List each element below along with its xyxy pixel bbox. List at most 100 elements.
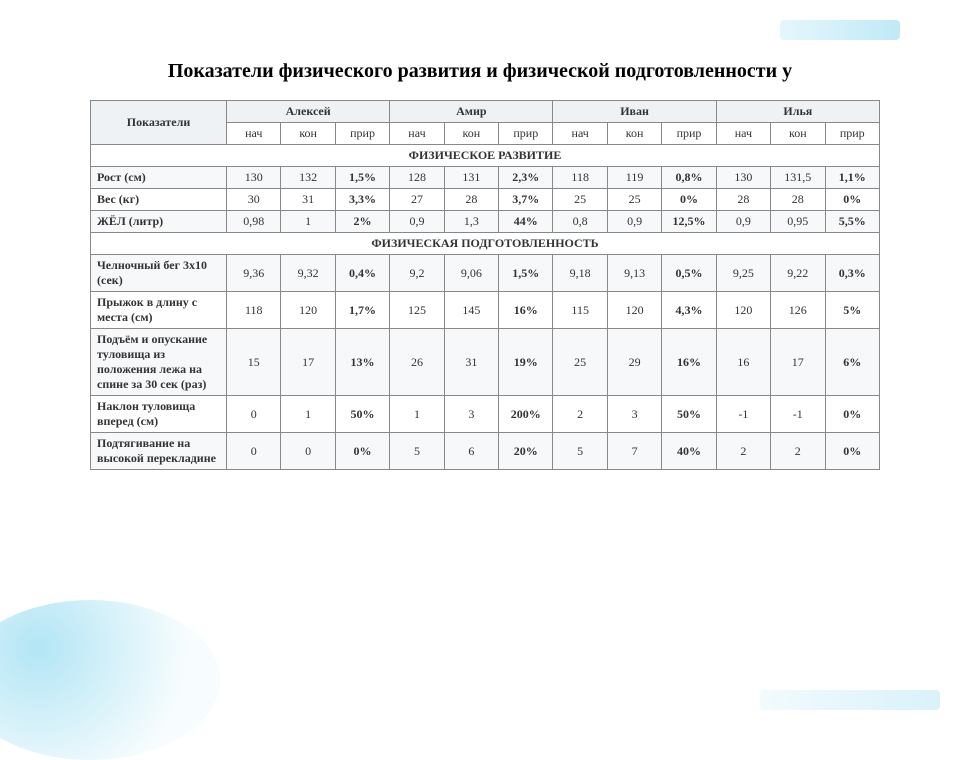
cell: 9,22	[771, 255, 825, 292]
section-header: ФИЗИЧЕСКОЕ РАЗВИТИЕ	[91, 145, 880, 167]
cell: 130	[716, 167, 770, 189]
cell: 120	[607, 292, 661, 329]
cell: 145	[444, 292, 498, 329]
cell: 13%	[335, 329, 389, 396]
col-sub: прир	[335, 123, 389, 145]
decor-top-right	[780, 20, 900, 40]
cell: 1	[281, 396, 335, 433]
cell: -1	[771, 396, 825, 433]
cell: 0,98	[227, 211, 281, 233]
cell: 50%	[662, 396, 716, 433]
cell: 6	[444, 433, 498, 470]
cell: 5,5%	[825, 211, 880, 233]
cell: 28	[771, 189, 825, 211]
cell: 0,8%	[662, 167, 716, 189]
col-student-0: Алексей	[227, 101, 390, 123]
cell: 4,3%	[662, 292, 716, 329]
cell: 1,5%	[335, 167, 389, 189]
cell: 25	[553, 189, 607, 211]
cell: 2	[716, 433, 770, 470]
cell: 5	[390, 433, 444, 470]
cell: 12,5%	[662, 211, 716, 233]
cell: 28	[716, 189, 770, 211]
cell: 0%	[335, 433, 389, 470]
cell: 0,9	[716, 211, 770, 233]
section-header: ФИЗИЧЕСКАЯ ПОДГОТОВЛЕННОСТЬ	[91, 233, 880, 255]
cell: 20%	[499, 433, 553, 470]
col-sub: прир	[499, 123, 553, 145]
cell: 9,25	[716, 255, 770, 292]
row-label: Вес (кг)	[91, 189, 227, 211]
col-sub: кон	[771, 123, 825, 145]
cell: 1,7%	[335, 292, 389, 329]
cell: 131,5	[771, 167, 825, 189]
cell: 16%	[499, 292, 553, 329]
cell: 126	[771, 292, 825, 329]
col-sub: кон	[444, 123, 498, 145]
page-title: Показатели физического развития и физиче…	[0, 60, 960, 83]
cell: 27	[390, 189, 444, 211]
decor-bottom-left	[0, 600, 220, 760]
col-student-2: Иван	[553, 101, 716, 123]
col-student-3: Илья	[716, 101, 879, 123]
decor-bottom-right	[760, 690, 940, 710]
col-student-1: Амир	[390, 101, 553, 123]
cell: 2,3%	[499, 167, 553, 189]
cell: 9,36	[227, 255, 281, 292]
cell: 131	[444, 167, 498, 189]
cell: 5%	[825, 292, 880, 329]
cell: 17	[771, 329, 825, 396]
cell: 28	[444, 189, 498, 211]
cell: 0,3%	[825, 255, 880, 292]
cell: 1,3	[444, 211, 498, 233]
cell: 2%	[335, 211, 389, 233]
col-indicator: Показатели	[91, 101, 227, 145]
col-sub: прир	[662, 123, 716, 145]
row-label: Прыжок в длину с места (см)	[91, 292, 227, 329]
col-sub: нач	[390, 123, 444, 145]
cell: 25	[553, 329, 607, 396]
cell: 2	[553, 396, 607, 433]
cell: 44%	[499, 211, 553, 233]
cell: 9,2	[390, 255, 444, 292]
row-label: Наклон туловища вперед (см)	[91, 396, 227, 433]
cell: 16	[716, 329, 770, 396]
metrics-table: Показатели Алексей Амир Иван Илья начкон…	[90, 100, 880, 470]
cell: 3	[607, 396, 661, 433]
cell: 6%	[825, 329, 880, 396]
cell: 7	[607, 433, 661, 470]
cell: 1	[390, 396, 444, 433]
cell: 29	[607, 329, 661, 396]
col-sub: кон	[607, 123, 661, 145]
row-label: Подтягивание на высокой перекладине	[91, 433, 227, 470]
cell: -1	[716, 396, 770, 433]
cell: 115	[553, 292, 607, 329]
cell: 132	[281, 167, 335, 189]
cell: 25	[607, 189, 661, 211]
row-label: Подъём и опускание туловища из положения…	[91, 329, 227, 396]
cell: 1	[281, 211, 335, 233]
cell: 200%	[499, 396, 553, 433]
cell: 118	[227, 292, 281, 329]
cell: 0,4%	[335, 255, 389, 292]
cell: 0	[227, 396, 281, 433]
col-sub: прир	[825, 123, 880, 145]
cell: 31	[281, 189, 335, 211]
cell: 0%	[825, 433, 880, 470]
cell: 120	[716, 292, 770, 329]
cell: 30	[227, 189, 281, 211]
cell: 0,9	[390, 211, 444, 233]
cell: 19%	[499, 329, 553, 396]
col-sub: нач	[553, 123, 607, 145]
cell: 120	[281, 292, 335, 329]
cell: 0%	[662, 189, 716, 211]
cell: 17	[281, 329, 335, 396]
col-sub: нач	[716, 123, 770, 145]
cell: 0%	[825, 396, 880, 433]
cell: 40%	[662, 433, 716, 470]
cell: 0,5%	[662, 255, 716, 292]
cell: 0,9	[607, 211, 661, 233]
cell: 9,06	[444, 255, 498, 292]
cell: 5	[553, 433, 607, 470]
cell: 31	[444, 329, 498, 396]
